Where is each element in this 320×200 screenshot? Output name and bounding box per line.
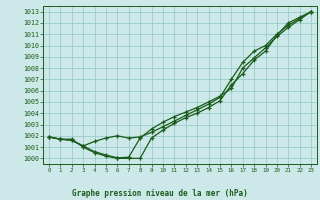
Text: Graphe pression niveau de la mer (hPa): Graphe pression niveau de la mer (hPa) [72,189,248,198]
